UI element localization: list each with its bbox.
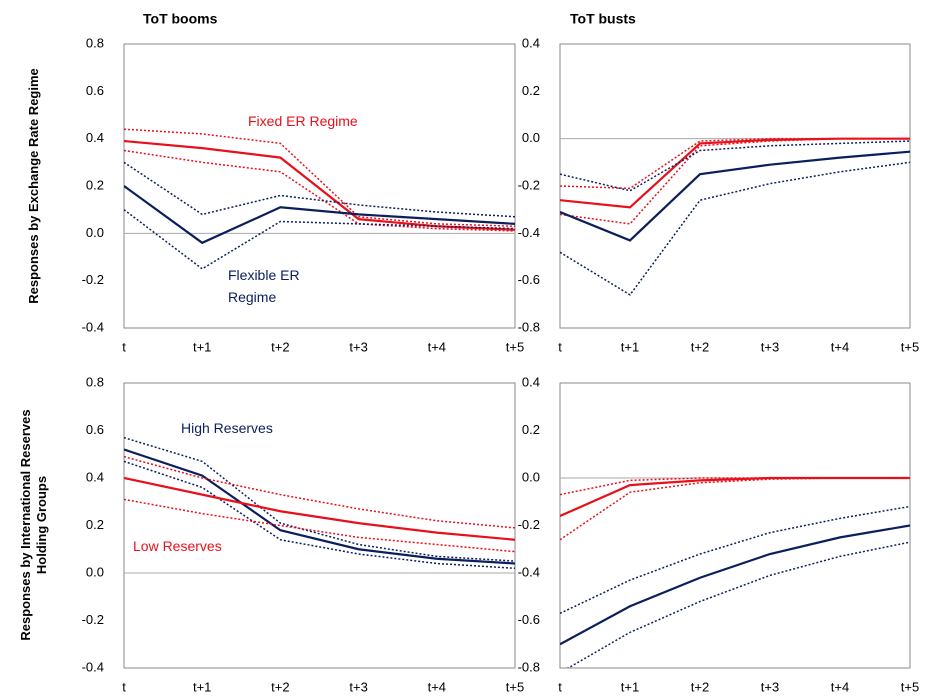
confidence-line — [124, 460, 515, 569]
y-tick-label: -0.4 — [518, 225, 540, 240]
response-line — [124, 448, 515, 565]
y-tick-label: 0.8 — [86, 374, 104, 389]
x-tick-label: t+5 — [901, 339, 919, 354]
y-tick-label: 0.0 — [86, 225, 104, 240]
y-tick-label: 0.2 — [522, 83, 540, 98]
confidence-line — [560, 477, 910, 496]
plot-frame — [559, 382, 911, 669]
y-tick-label: -0.2 — [518, 517, 540, 532]
confidence-line — [124, 149, 515, 232]
y-tick-label: -0.2 — [82, 612, 104, 627]
y-tick-label: 0.6 — [86, 422, 104, 437]
x-tick-label: t+4 — [428, 339, 446, 354]
confidence-line — [560, 161, 910, 296]
y-tick-label: -0.4 — [82, 319, 104, 334]
series-annotation: Fixed ER Regime — [248, 113, 358, 129]
y-tick-label: 0.4 — [86, 469, 104, 484]
x-tick-label: t+5 — [506, 339, 524, 354]
x-tick-label: t+2 — [691, 339, 709, 354]
confidence-line — [560, 140, 910, 192]
series-annotation: High Reserves — [181, 420, 273, 436]
y-tick-label: -0.8 — [518, 319, 540, 334]
y-tick-label: -0.8 — [518, 659, 540, 674]
y-tick-label: 0.0 — [522, 469, 540, 484]
series-annotation: Low Reserves — [133, 538, 222, 554]
confidence-line — [124, 128, 515, 227]
x-tick-label: t+2 — [691, 679, 709, 694]
x-tick-label: t — [122, 339, 126, 354]
response-line — [560, 524, 910, 646]
x-tick-label: t — [558, 339, 562, 354]
confidence-line — [124, 436, 515, 562]
plot-frame — [123, 382, 516, 669]
confidence-line — [560, 137, 910, 190]
series-annotation: Flexible ER Regime — [228, 267, 300, 305]
y-tick-label: 0.2 — [86, 517, 104, 532]
y-axis-label: Responses by International Reserves Hold… — [18, 409, 49, 641]
x-tick-label: t — [558, 679, 562, 694]
x-tick-label: t+5 — [901, 679, 919, 694]
x-tick-label: t+3 — [349, 339, 367, 354]
x-tick-label: t+4 — [428, 679, 446, 694]
x-tick-label: t+3 — [761, 339, 779, 354]
x-tick-label: t+1 — [193, 679, 211, 694]
confidence-line — [124, 455, 515, 529]
confidence-line — [560, 477, 910, 541]
y-tick-label: 0.2 — [86, 177, 104, 192]
y-tick-label: 0.0 — [522, 130, 540, 145]
response-line — [124, 139, 515, 231]
confidence-line — [124, 498, 515, 553]
response-line — [560, 137, 910, 209]
y-tick-label: 0.6 — [86, 83, 104, 98]
x-tick-label: t — [122, 679, 126, 694]
confidence-line — [560, 137, 910, 225]
y-axis-label: Responses by Exchange Rate Regime — [26, 68, 41, 304]
y-tick-label: 0.4 — [522, 374, 540, 389]
y-tick-label: -0.4 — [82, 659, 104, 674]
y-tick-label: -0.2 — [82, 272, 104, 287]
y-tick-label: 0.4 — [522, 35, 540, 50]
x-tick-label: t+2 — [271, 679, 289, 694]
x-tick-label: t+1 — [621, 339, 639, 354]
response-line — [124, 476, 515, 541]
panel-title: ToT busts — [570, 11, 636, 27]
y-tick-label: 0.4 — [86, 130, 104, 145]
y-tick-label: -0.2 — [518, 177, 540, 192]
panel-title: ToT booms — [143, 11, 218, 27]
y-tick-label: -0.6 — [518, 272, 540, 287]
response-line — [124, 185, 515, 245]
confidence-line — [124, 209, 515, 270]
y-tick-label: 0.0 — [86, 564, 104, 579]
x-tick-label: t+1 — [193, 339, 211, 354]
confidence-line — [124, 161, 515, 218]
confidence-line — [560, 505, 910, 615]
x-tick-label: t+3 — [761, 679, 779, 694]
y-tick-label: -0.6 — [518, 612, 540, 627]
x-tick-label: t+1 — [621, 679, 639, 694]
y-tick-label: -0.4 — [518, 564, 540, 579]
x-tick-label: t+4 — [831, 339, 849, 354]
x-tick-label: t+2 — [271, 339, 289, 354]
x-tick-label: t+3 — [349, 679, 367, 694]
response-line — [560, 150, 910, 242]
confidence-line — [566, 541, 910, 668]
x-tick-label: t+5 — [506, 679, 524, 694]
y-tick-label: 0.2 — [522, 422, 540, 437]
y-tick-label: 0.8 — [86, 35, 104, 50]
x-tick-label: t+4 — [831, 679, 849, 694]
